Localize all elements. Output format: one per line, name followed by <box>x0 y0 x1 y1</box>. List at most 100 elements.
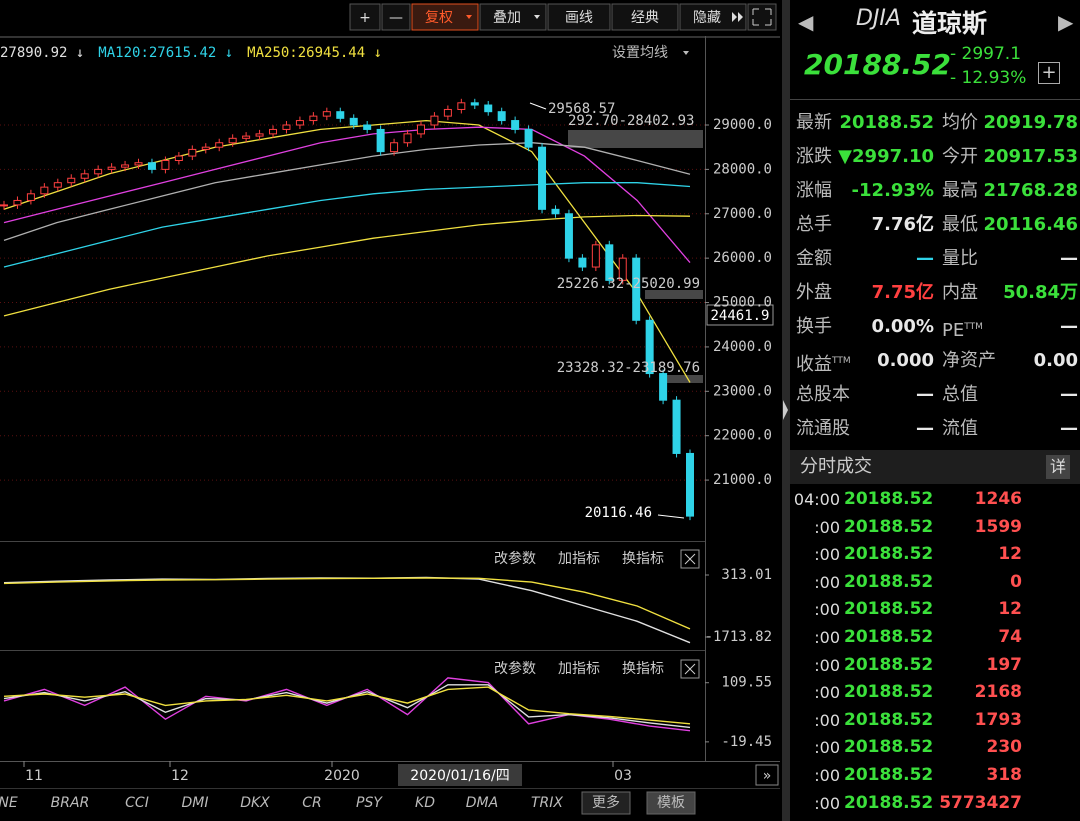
close-icon[interactable] <box>684 663 696 675</box>
tab[interactable]: KD <box>415 795 435 811</box>
quote-label: 收益TTM <box>796 344 851 382</box>
quote-value: -12.93% <box>852 174 934 208</box>
toolbar-label[interactable]: 经典 <box>631 10 659 26</box>
candle <box>255 133 264 137</box>
tab[interactable]: PSY <box>356 795 383 811</box>
toolbar-label[interactable]: 画线 <box>565 10 593 26</box>
text: — <box>1060 418 1078 439</box>
candle <box>645 319 654 375</box>
tab-box[interactable] <box>646 791 696 815</box>
toolbar-label[interactable]: 隐藏 <box>693 10 721 26</box>
text: 外盘 <box>796 282 832 303</box>
text: 20188.52 <box>839 112 934 133</box>
panel-button[interactable]: 加指标 <box>558 551 600 567</box>
text: 最低 <box>942 214 978 235</box>
tab[interactable]: DKX <box>240 795 270 811</box>
add-button[interactable]: + <box>1038 62 1060 84</box>
dropdown-icon <box>683 51 689 55</box>
text: 50.84万 <box>1003 282 1078 303</box>
toolbar-label[interactable]: 复权 <box>425 9 453 26</box>
scroll-button[interactable] <box>755 764 779 786</box>
trade-row: :00 20188.52 2168 <box>790 679 1080 706</box>
quote-row: 外盘 7.75亿 内盘 50.84万 <box>790 276 1080 310</box>
candle <box>605 244 614 281</box>
quote-label: 换手 <box>796 310 832 344</box>
toolbar-label[interactable]: 叠加 <box>493 10 521 26</box>
toolbar-button[interactable] <box>479 3 547 31</box>
quote-label: 最低 <box>942 208 978 242</box>
text: 换手 <box>796 316 832 337</box>
scroll-icon[interactable]: » <box>763 768 772 784</box>
close-icon[interactable] <box>684 553 696 565</box>
prev-arrow[interactable]: ◀ <box>798 10 814 34</box>
tab-box[interactable] <box>581 791 631 815</box>
trade-price: 20188.52 <box>844 792 934 813</box>
text: ▼2997.10 <box>838 146 934 167</box>
toolbar-button[interactable] <box>381 3 411 31</box>
candle <box>551 208 560 215</box>
quote-label: 量比 <box>942 242 978 276</box>
toolbar-button[interactable] <box>611 3 679 31</box>
next-arrow[interactable]: ▶ <box>1058 10 1074 34</box>
quote-label: 今开 <box>942 140 978 174</box>
text: 净资产 <box>942 350 996 371</box>
close-button[interactable] <box>680 659 700 679</box>
detail-button[interactable]: 详 <box>1046 455 1070 479</box>
quote-label: 内盘 <box>942 276 978 310</box>
text: — <box>1060 384 1078 405</box>
candle <box>134 162 143 166</box>
panel-button[interactable]: 加指标 <box>558 661 600 677</box>
tab[interactable]: DMI <box>182 795 209 811</box>
candle <box>484 104 493 113</box>
toolbar-button[interactable] <box>411 3 479 31</box>
tab[interactable]: BRAR <box>51 795 90 811</box>
quote-label: 总股本 <box>796 378 850 412</box>
tab[interactable]: NE <box>0 795 18 811</box>
tab[interactable]: DMA <box>466 795 498 811</box>
panel-button[interactable]: 换指标 <box>622 550 664 567</box>
tab[interactable]: 模板 <box>657 795 685 811</box>
quote-panel: ◀ ▶ DJIA 道琼斯 20188.52 - 2997.1 - 12.93% … <box>790 0 1080 821</box>
quote-row: 换手 0.00% PETTM — <box>790 310 1080 344</box>
trade-volume: 74 <box>998 627 1022 647</box>
fullscreen-icon[interactable] <box>752 8 772 26</box>
candle <box>67 177 76 184</box>
text: — <box>916 418 934 439</box>
toolbar-button[interactable] <box>349 3 381 31</box>
toolbar-button[interactable] <box>547 3 611 31</box>
ma-line <box>3 126 691 264</box>
tab[interactable]: TRIX <box>531 795 563 811</box>
ma-line <box>3 142 691 242</box>
tab[interactable]: CCI <box>125 795 149 811</box>
toolbar-label[interactable]: + <box>359 10 371 26</box>
candle <box>578 257 587 268</box>
y-tick-label: -1713.82 <box>705 629 772 645</box>
panel-button[interactable]: 换指标 <box>622 660 664 677</box>
text: -12.93% <box>851 180 934 201</box>
trade-row: :00 20188.52 1599 <box>790 514 1080 541</box>
ma-settings[interactable]: 设置均线 <box>612 45 668 61</box>
panel-button[interactable]: 改参数 <box>494 550 536 567</box>
price-annotation: 29568.57 <box>548 101 615 117</box>
quote-label: 净资产 <box>942 344 996 378</box>
trade-time: :00 <box>814 517 840 537</box>
toolbar-label[interactable]: — <box>389 10 403 26</box>
gap-zone <box>568 130 703 148</box>
tab[interactable]: 更多 <box>592 794 620 811</box>
quote-value: 0.00% <box>872 310 934 344</box>
text: 均价 <box>942 112 978 133</box>
fullscreen-button[interactable] <box>747 3 777 31</box>
candle <box>26 193 35 201</box>
quote-label: 最新 <box>796 106 832 140</box>
separator <box>790 99 1080 100</box>
splitter-arrow[interactable] <box>783 400 788 420</box>
tab[interactable]: CR <box>302 795 322 811</box>
close-button[interactable] <box>680 549 700 569</box>
trade-price: 20188.52 <box>844 737 934 758</box>
candle <box>269 128 278 135</box>
panel-button[interactable]: 改参数 <box>494 660 536 677</box>
quote-value: — <box>916 412 934 446</box>
trade-price: 20188.52 <box>844 709 934 730</box>
quote-row: 金额 — 量比 — <box>790 242 1080 276</box>
x-tick-label: 11 <box>25 768 43 784</box>
